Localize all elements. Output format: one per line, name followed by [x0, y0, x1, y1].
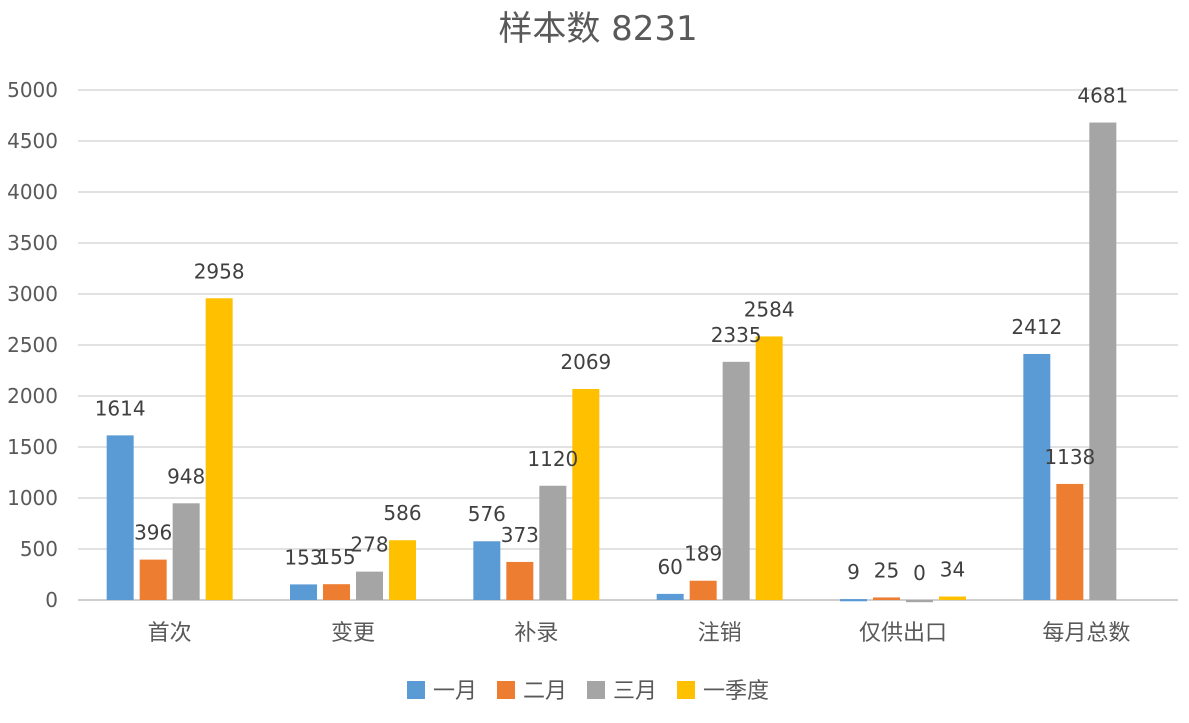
- legend-item: 一月: [407, 679, 477, 704]
- y-tick-label: 1500: [7, 435, 58, 459]
- bar-二月-首次: [139, 559, 167, 600]
- data-label: 396: [134, 521, 172, 545]
- data-label: 586: [383, 501, 421, 525]
- bar-三月-首次: [172, 503, 200, 600]
- y-tick-label: 3500: [7, 231, 58, 255]
- legend-item: 三月: [587, 679, 657, 704]
- x-tick-label: 仅供出口: [859, 621, 947, 646]
- data-label: 1138: [1044, 445, 1095, 469]
- bar-一月-注销: [656, 593, 684, 600]
- legend-item: 一季度: [677, 679, 769, 704]
- data-label: 2584: [744, 297, 795, 321]
- y-tick-label: 4500: [7, 129, 58, 153]
- bar-一季度-仅供出口: [939, 596, 966, 600]
- bar-一月-每月总数: [1023, 353, 1051, 600]
- data-label: 2069: [560, 350, 611, 374]
- bars: [106, 122, 1117, 603]
- data-label: 60: [657, 555, 682, 579]
- y-tick-label: 1000: [7, 486, 58, 510]
- x-tick-label: 注销: [698, 621, 742, 646]
- bar-一季度-变更: [389, 540, 416, 600]
- chart-title: 样本数 8231: [498, 9, 697, 49]
- bar-一月-变更: [290, 584, 317, 600]
- data-label: 2958: [194, 259, 245, 283]
- data-label: 576: [468, 502, 506, 526]
- data-label: 1614: [95, 396, 146, 420]
- data-label: 153: [284, 545, 322, 569]
- legend-label: 一季度: [703, 679, 769, 704]
- bar-一季度-首次: [205, 298, 233, 600]
- y-tick-label: 0: [45, 588, 58, 612]
- bar-三月-仅供出口: [906, 600, 933, 603]
- x-axis-ticks: 首次 变更 补录 注销 仅供出口 每月总数: [148, 621, 1131, 646]
- x-tick-label: 每月总数: [1042, 621, 1130, 646]
- legend-swatch: [587, 681, 605, 699]
- x-tick-label: 变更: [331, 621, 375, 646]
- legend-swatch: [497, 681, 515, 699]
- bar-二月-补录: [506, 561, 534, 600]
- bar-一季度-补录: [572, 388, 600, 600]
- data-label: 34: [940, 558, 965, 582]
- y-tick-label: 5000: [7, 78, 58, 102]
- y-tick-label: 500: [20, 537, 58, 561]
- bar-二月-注销: [689, 580, 717, 600]
- legend: 一月 二月 三月 一季度: [407, 679, 769, 704]
- bar-二月-仅供出口: [873, 597, 900, 600]
- data-label: 4681: [1077, 84, 1128, 108]
- bar-三月-注销: [722, 361, 750, 600]
- data-label: 25: [874, 558, 899, 582]
- bar-一月-仅供出口: [840, 599, 867, 602]
- legend-label: 一月: [433, 679, 477, 704]
- bar-二月-变更: [323, 584, 350, 600]
- bar-一月-首次: [106, 435, 134, 600]
- y-tick-label: 3000: [7, 282, 58, 306]
- data-label: 2412: [1011, 315, 1062, 339]
- legend-label: 二月: [523, 679, 567, 704]
- y-tick-label: 4000: [7, 180, 58, 204]
- bar-三月-变更: [356, 571, 383, 600]
- legend-item: 二月: [497, 679, 567, 704]
- bar-一月-补录: [473, 541, 501, 600]
- y-axis-ticks: 0 500 1000 1500 2000 2500 3000 3500 4000 4500 5000: [7, 78, 58, 612]
- data-label: 948: [167, 464, 205, 488]
- x-tick-label: 首次: [148, 621, 192, 646]
- data-label: 2335: [711, 323, 762, 347]
- y-tick-label: 2500: [7, 333, 58, 357]
- data-label: 189: [684, 542, 722, 566]
- bar-一季度-注销: [755, 336, 783, 600]
- data-label: 155: [317, 545, 355, 569]
- data-label: 373: [501, 523, 539, 547]
- data-label: 1120: [527, 447, 578, 471]
- legend-label: 三月: [613, 679, 657, 704]
- legend-swatch: [677, 681, 695, 699]
- gridlines: [78, 89, 1178, 601]
- bar-二月-每月总数: [1056, 483, 1084, 600]
- bar-三月-补录: [539, 485, 567, 600]
- data-label: 0: [913, 561, 926, 585]
- x-tick-label: 补录: [514, 621, 558, 646]
- bar-三月-每月总数: [1089, 122, 1117, 601]
- data-label: 278: [350, 533, 388, 557]
- data-label: 9: [847, 560, 860, 584]
- y-tick-label: 2000: [7, 384, 58, 408]
- legend-swatch: [407, 681, 425, 699]
